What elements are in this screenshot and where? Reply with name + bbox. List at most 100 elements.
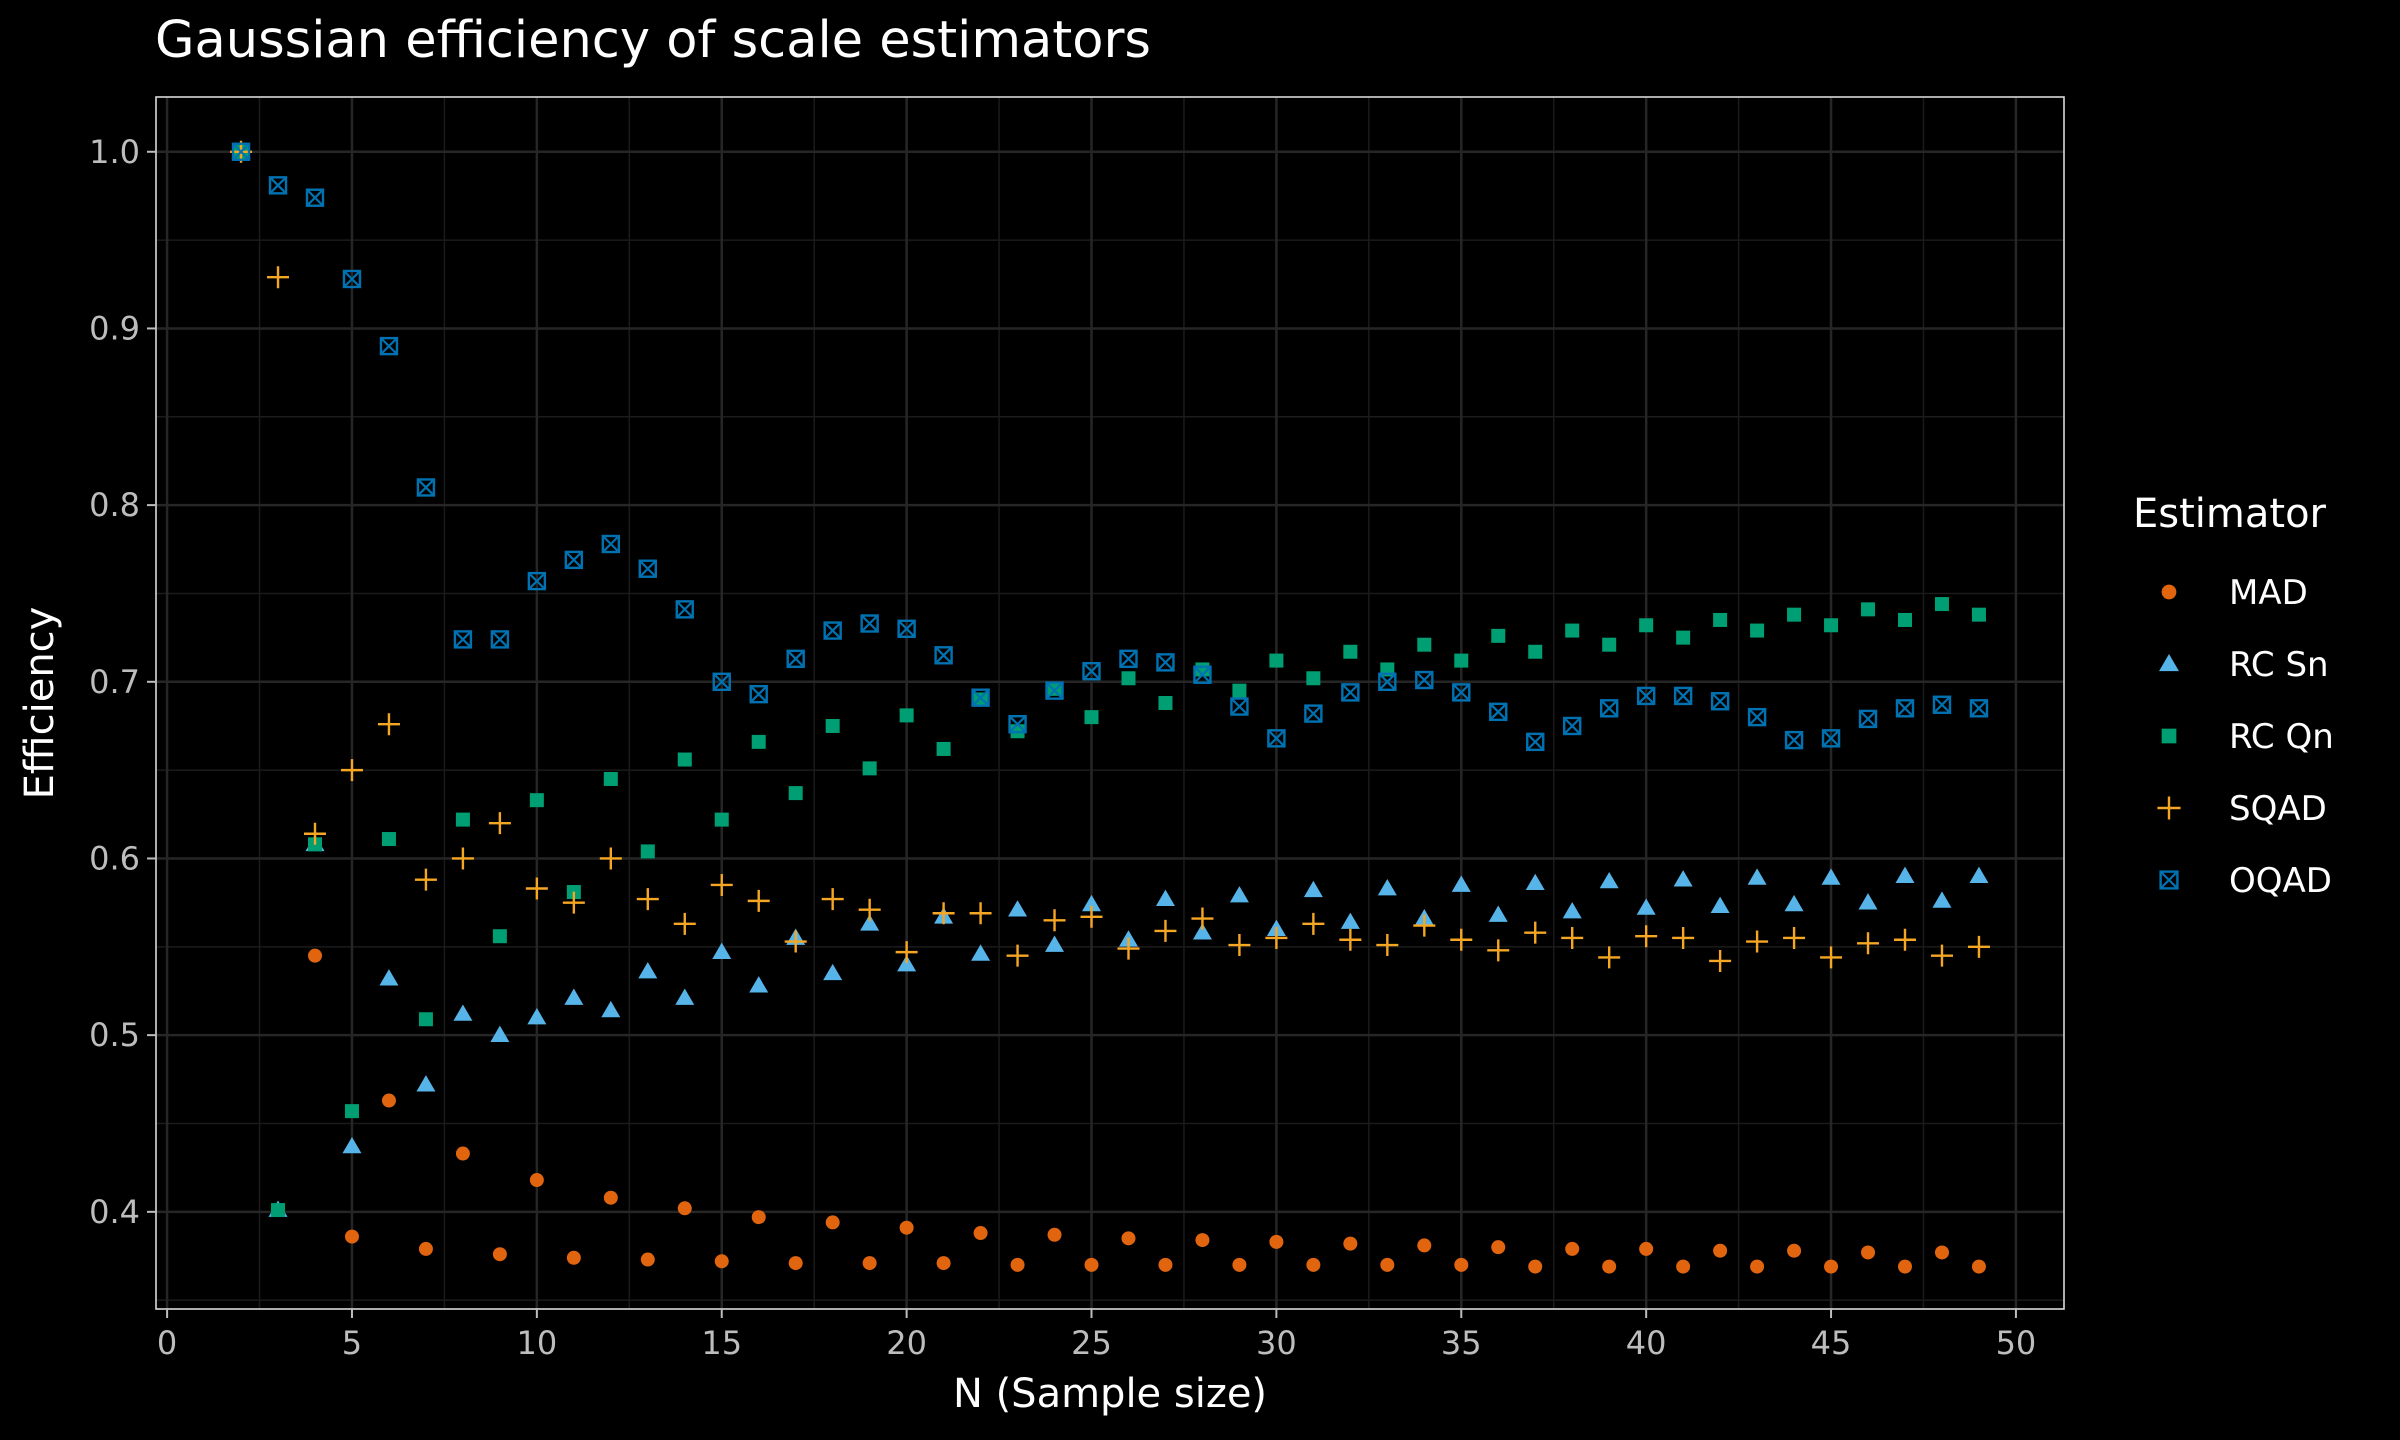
x-tick-label: 45 (1811, 1324, 1852, 1362)
point-rc-sn (897, 954, 917, 972)
point-oqad (1932, 695, 1952, 714)
point-rc-sn (1821, 868, 1841, 885)
legend-label: MAD (2229, 573, 2308, 613)
point-sqad (932, 902, 955, 925)
point-sqad (1413, 914, 1436, 937)
point-rc-qn (1343, 644, 1358, 659)
point-rc-sn (1340, 912, 1360, 929)
point-mad (1565, 1241, 1580, 1256)
point-oqad (601, 534, 621, 554)
point-mad (714, 1254, 729, 1269)
point-mad (936, 1256, 951, 1271)
point-oqad (1415, 670, 1434, 690)
point-rc-qn (1084, 710, 1099, 725)
point-oqad (897, 619, 916, 638)
point-oqad (490, 630, 510, 649)
point-rc-sn (1303, 880, 1323, 898)
point-sqad (895, 941, 918, 964)
point-rc-sn (1932, 891, 1952, 908)
point-mad (1971, 1259, 1986, 1274)
point-rc-sn (971, 944, 991, 961)
point-rc-qn (899, 708, 914, 723)
point-mad (603, 1190, 618, 1205)
point-rc-sn (1045, 935, 1065, 952)
y-tick-label: 0.5 (89, 1016, 140, 1054)
point-rc-qn (1417, 637, 1432, 652)
legend-key-mad (2161, 584, 2177, 600)
point-rc-sn (1008, 900, 1028, 917)
point-oqad (1821, 729, 1841, 748)
point-rc-sn (675, 988, 695, 1005)
point-sqad (1746, 930, 1769, 953)
point-mad (1306, 1257, 1321, 1272)
point-sqad (1154, 919, 1177, 942)
point-mad (1380, 1257, 1395, 1272)
point-rc-qn (825, 718, 840, 733)
point-sqad (1228, 934, 1251, 957)
point-rc-sn (1377, 879, 1397, 896)
point-rc-qn (862, 761, 877, 776)
point-sqad (1820, 946, 1843, 969)
point-oqad (638, 559, 657, 578)
point-rc-qn (1565, 623, 1580, 638)
point-oqad (268, 176, 288, 195)
point-mad (1528, 1259, 1543, 1274)
point-mad (677, 1201, 692, 1216)
point-rc-sn (564, 988, 584, 1005)
point-mad (1713, 1243, 1728, 1258)
point-mad (1232, 1257, 1247, 1272)
legend-items: MAD RC Sn RC Qn SQAD OQAD (2157, 573, 2334, 901)
point-rc-sn (1969, 866, 1989, 883)
point-sqad (1191, 907, 1214, 930)
point-sqad (1006, 944, 1029, 967)
point-mad (1158, 1257, 1173, 1272)
point-sqad (340, 759, 363, 782)
point-oqad (1378, 672, 1397, 691)
point-rc-qn (1121, 671, 1136, 686)
point-sqad (1080, 905, 1103, 928)
point-oqad (1119, 649, 1138, 669)
point-sqad (1339, 928, 1362, 951)
x-tick-label: 10 (517, 1324, 558, 1362)
point-mad (1861, 1245, 1876, 1260)
x-tick-label: 20 (886, 1324, 927, 1362)
point-sqad (1857, 932, 1880, 955)
point-rc-sn (490, 1025, 510, 1042)
point-rc-qn (1934, 597, 1949, 612)
point-mad (640, 1252, 655, 1267)
point-rc-sn (749, 976, 769, 993)
point-rc-sn (342, 1136, 362, 1154)
point-rc-qn (788, 786, 803, 801)
legend-key-oqad (2159, 870, 2179, 890)
point-sqad (1672, 926, 1695, 949)
y-tick-label: 0.4 (89, 1193, 140, 1231)
point-mad (1269, 1234, 1284, 1249)
point-sqad (784, 930, 807, 953)
point-oqad (1636, 686, 1656, 706)
point-sqad (1043, 909, 1066, 932)
point-oqad (1452, 683, 1471, 702)
y-axis-label: Efficiency (17, 607, 63, 800)
point-oqad (1193, 665, 1212, 684)
point-oqad (564, 550, 584, 570)
point-mad (1824, 1259, 1839, 1274)
point-mad (1454, 1257, 1469, 1272)
point-sqad (414, 868, 437, 891)
point-rc-sn (1636, 898, 1656, 915)
y-tick-label: 0.8 (89, 486, 140, 524)
minor-grid (156, 97, 2064, 1309)
point-rc-qn (1306, 671, 1321, 686)
point-rc-qn (714, 812, 729, 827)
point-mad (973, 1226, 988, 1241)
chart-title: Gaussian efficiency of scale estimators (155, 11, 1151, 70)
point-oqad (1673, 686, 1693, 706)
point-rc-qn (1676, 630, 1691, 645)
point-sqad (710, 873, 733, 896)
point-rc-qn (1454, 653, 1469, 668)
point-mad (455, 1146, 470, 1161)
point-sqad (1376, 934, 1399, 957)
point-oqad (527, 571, 547, 591)
legend-key-sqad (2157, 796, 2181, 820)
point-sqad (1450, 928, 1473, 951)
point-oqad (1267, 729, 1286, 748)
